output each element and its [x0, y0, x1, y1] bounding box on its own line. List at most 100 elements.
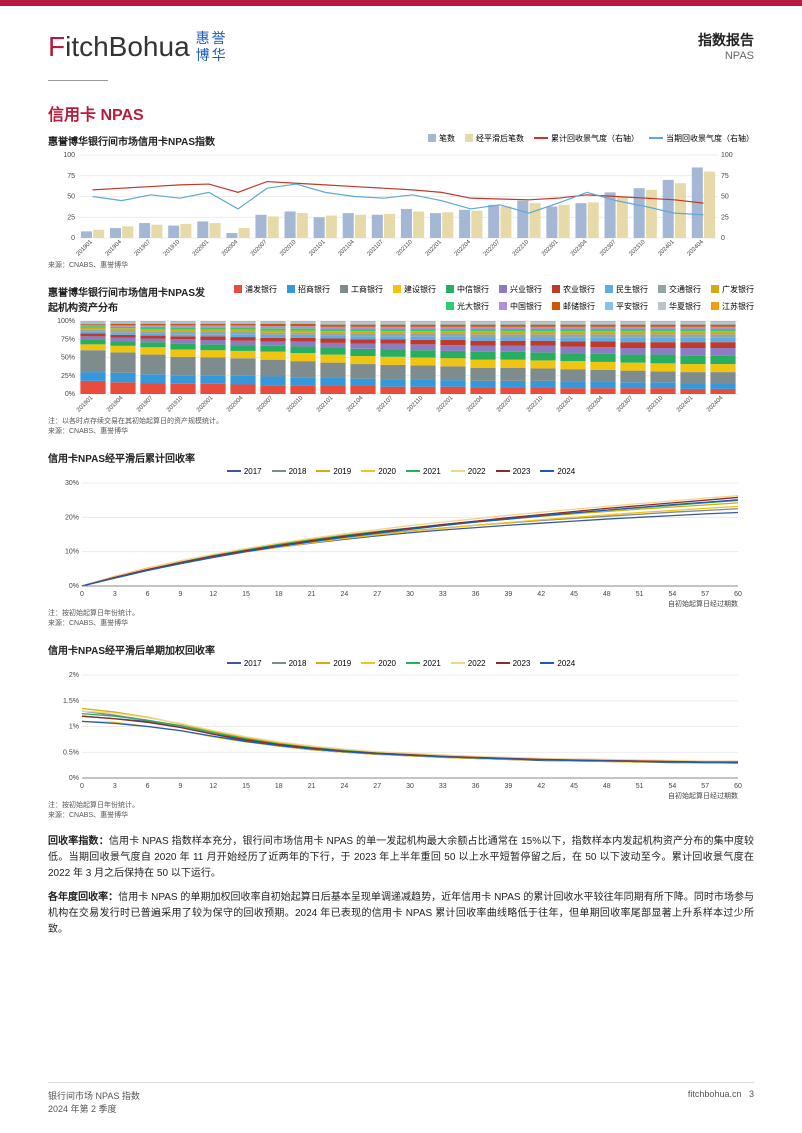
chart3-title: 信用卡NPAS经平滑后累计回收率: [48, 450, 754, 465]
footer-right: fitchbohua.cn 3: [688, 1089, 754, 1115]
svg-text:45: 45: [570, 591, 578, 598]
svg-text:25: 25: [67, 214, 75, 221]
svg-text:202210: 202210: [526, 394, 545, 413]
svg-text:自初始起算日经过期数: 自初始起算日经过期数: [668, 791, 738, 800]
svg-text:202301: 202301: [556, 394, 575, 413]
svg-text:45: 45: [570, 783, 578, 790]
chart2-legend: 浦发银行招商银行工商银行建设银行中信银行兴业银行农业银行民生银行交通银行广发银行…: [208, 284, 754, 312]
svg-text:27: 27: [373, 783, 381, 790]
svg-text:2%: 2%: [69, 672, 79, 679]
svg-text:202201: 202201: [436, 394, 455, 413]
svg-text:1%: 1%: [69, 723, 79, 730]
svg-text:202310: 202310: [646, 394, 665, 413]
svg-text:12: 12: [209, 591, 217, 598]
svg-text:27: 27: [373, 591, 381, 598]
svg-text:202110: 202110: [396, 238, 415, 257]
svg-text:10%: 10%: [65, 548, 79, 555]
svg-text:15: 15: [242, 591, 250, 598]
svg-text:202107: 202107: [376, 394, 395, 413]
svg-text:36: 36: [472, 783, 480, 790]
svg-text:202001: 202001: [192, 238, 211, 257]
chart3-legend: 20172018201920202021202220232024: [48, 467, 754, 476]
chart1-source: 来源：CNABS、惠誉博华: [48, 260, 754, 270]
logo: FitchBohua 惠誉 博华: [48, 30, 226, 64]
svg-text:24: 24: [341, 591, 349, 598]
svg-text:201901: 201901: [76, 394, 95, 413]
svg-text:15: 15: [242, 783, 250, 790]
svg-text:202004: 202004: [226, 394, 245, 413]
svg-text:0%: 0%: [65, 391, 75, 398]
svg-text:202201: 202201: [425, 238, 444, 257]
svg-text:202304: 202304: [586, 394, 605, 413]
chart3-canvas: 0%10%20%30%03691215182124273033363942454…: [48, 478, 748, 608]
chart2-source: 来源：CNABS、惠誉博华: [48, 426, 754, 436]
svg-text:6: 6: [146, 783, 150, 790]
svg-text:0: 0: [80, 783, 84, 790]
svg-text:202004: 202004: [221, 238, 240, 257]
chart4-title: 信用卡NPAS经平滑后单期加权回收率: [48, 642, 754, 657]
svg-text:3: 3: [113, 783, 117, 790]
svg-text:21: 21: [308, 783, 316, 790]
svg-text:202301: 202301: [541, 238, 560, 257]
para-recovery-index: 回收率指数：信用卡 NPAS 指数样本充分，银行间市场信用卡 NPAS 的单一发…: [48, 834, 754, 882]
svg-text:201907: 201907: [134, 238, 153, 257]
svg-text:18: 18: [275, 591, 283, 598]
svg-text:202101: 202101: [308, 238, 327, 257]
svg-text:202110: 202110: [406, 394, 425, 413]
svg-text:21: 21: [308, 591, 316, 598]
chart3-source: 来源：CNABS、惠誉博华: [48, 618, 754, 628]
svg-text:50: 50: [67, 193, 75, 200]
svg-text:54: 54: [669, 783, 677, 790]
svg-text:202107: 202107: [366, 238, 385, 257]
svg-text:202404: 202404: [686, 238, 705, 257]
svg-text:202204: 202204: [454, 238, 473, 257]
svg-text:202101: 202101: [316, 394, 335, 413]
svg-text:自初始起算日经过期数: 自初始起算日经过期数: [668, 599, 738, 608]
chart1-legend: 笔数经平滑后笔数累计回收景气度（右轴）当期回收景气度（右轴）: [215, 133, 754, 144]
chart4-source: 来源：CNABS、惠誉博华: [48, 810, 754, 820]
svg-text:202104: 202104: [346, 394, 365, 413]
svg-text:0: 0: [71, 235, 75, 242]
svg-text:0: 0: [721, 235, 725, 242]
svg-text:202001: 202001: [196, 394, 215, 413]
svg-text:42: 42: [537, 783, 545, 790]
svg-text:39: 39: [505, 783, 513, 790]
svg-text:39: 39: [505, 591, 513, 598]
chart1-title: 惠誉博华银行间市场信用卡NPAS指数: [48, 133, 215, 148]
svg-text:60: 60: [734, 591, 742, 598]
svg-text:30: 30: [406, 591, 414, 598]
svg-text:25%: 25%: [61, 372, 75, 379]
svg-text:25: 25: [721, 214, 729, 221]
svg-text:100: 100: [63, 152, 75, 159]
svg-text:18: 18: [275, 783, 283, 790]
svg-text:30: 30: [406, 783, 414, 790]
svg-text:6: 6: [146, 591, 150, 598]
logo-wordmark: FitchBohua: [48, 31, 190, 63]
svg-text:30%: 30%: [65, 480, 79, 487]
svg-text:0: 0: [80, 591, 84, 598]
svg-text:48: 48: [603, 783, 611, 790]
svg-text:12: 12: [209, 783, 217, 790]
svg-text:60: 60: [734, 783, 742, 790]
svg-text:201907: 201907: [136, 394, 155, 413]
svg-text:75: 75: [721, 172, 729, 179]
svg-text:57: 57: [701, 783, 709, 790]
svg-text:202401: 202401: [676, 394, 695, 413]
footer-left: 银行间市场 NPAS 指数 2024 年第 2 季度: [48, 1089, 140, 1115]
svg-text:36: 36: [472, 591, 480, 598]
chart4-canvas: 0%0.5%1%1.5%2%03691215182124273033363942…: [48, 670, 748, 800]
svg-text:202210: 202210: [512, 238, 531, 257]
svg-text:202007: 202007: [250, 238, 269, 257]
svg-text:75%: 75%: [61, 336, 75, 343]
svg-text:3: 3: [113, 591, 117, 598]
svg-text:202401: 202401: [657, 238, 676, 257]
svg-text:1.5%: 1.5%: [63, 698, 79, 705]
svg-text:202307: 202307: [599, 238, 618, 257]
svg-text:50%: 50%: [61, 354, 75, 361]
logo-chinese: 惠誉 博华: [196, 30, 226, 64]
svg-text:100: 100: [721, 152, 733, 159]
svg-text:202207: 202207: [496, 394, 515, 413]
chart1-canvas: 0025255050757510010020190120190420190720…: [48, 150, 748, 260]
svg-text:201910: 201910: [166, 394, 185, 413]
svg-text:9: 9: [178, 591, 182, 598]
